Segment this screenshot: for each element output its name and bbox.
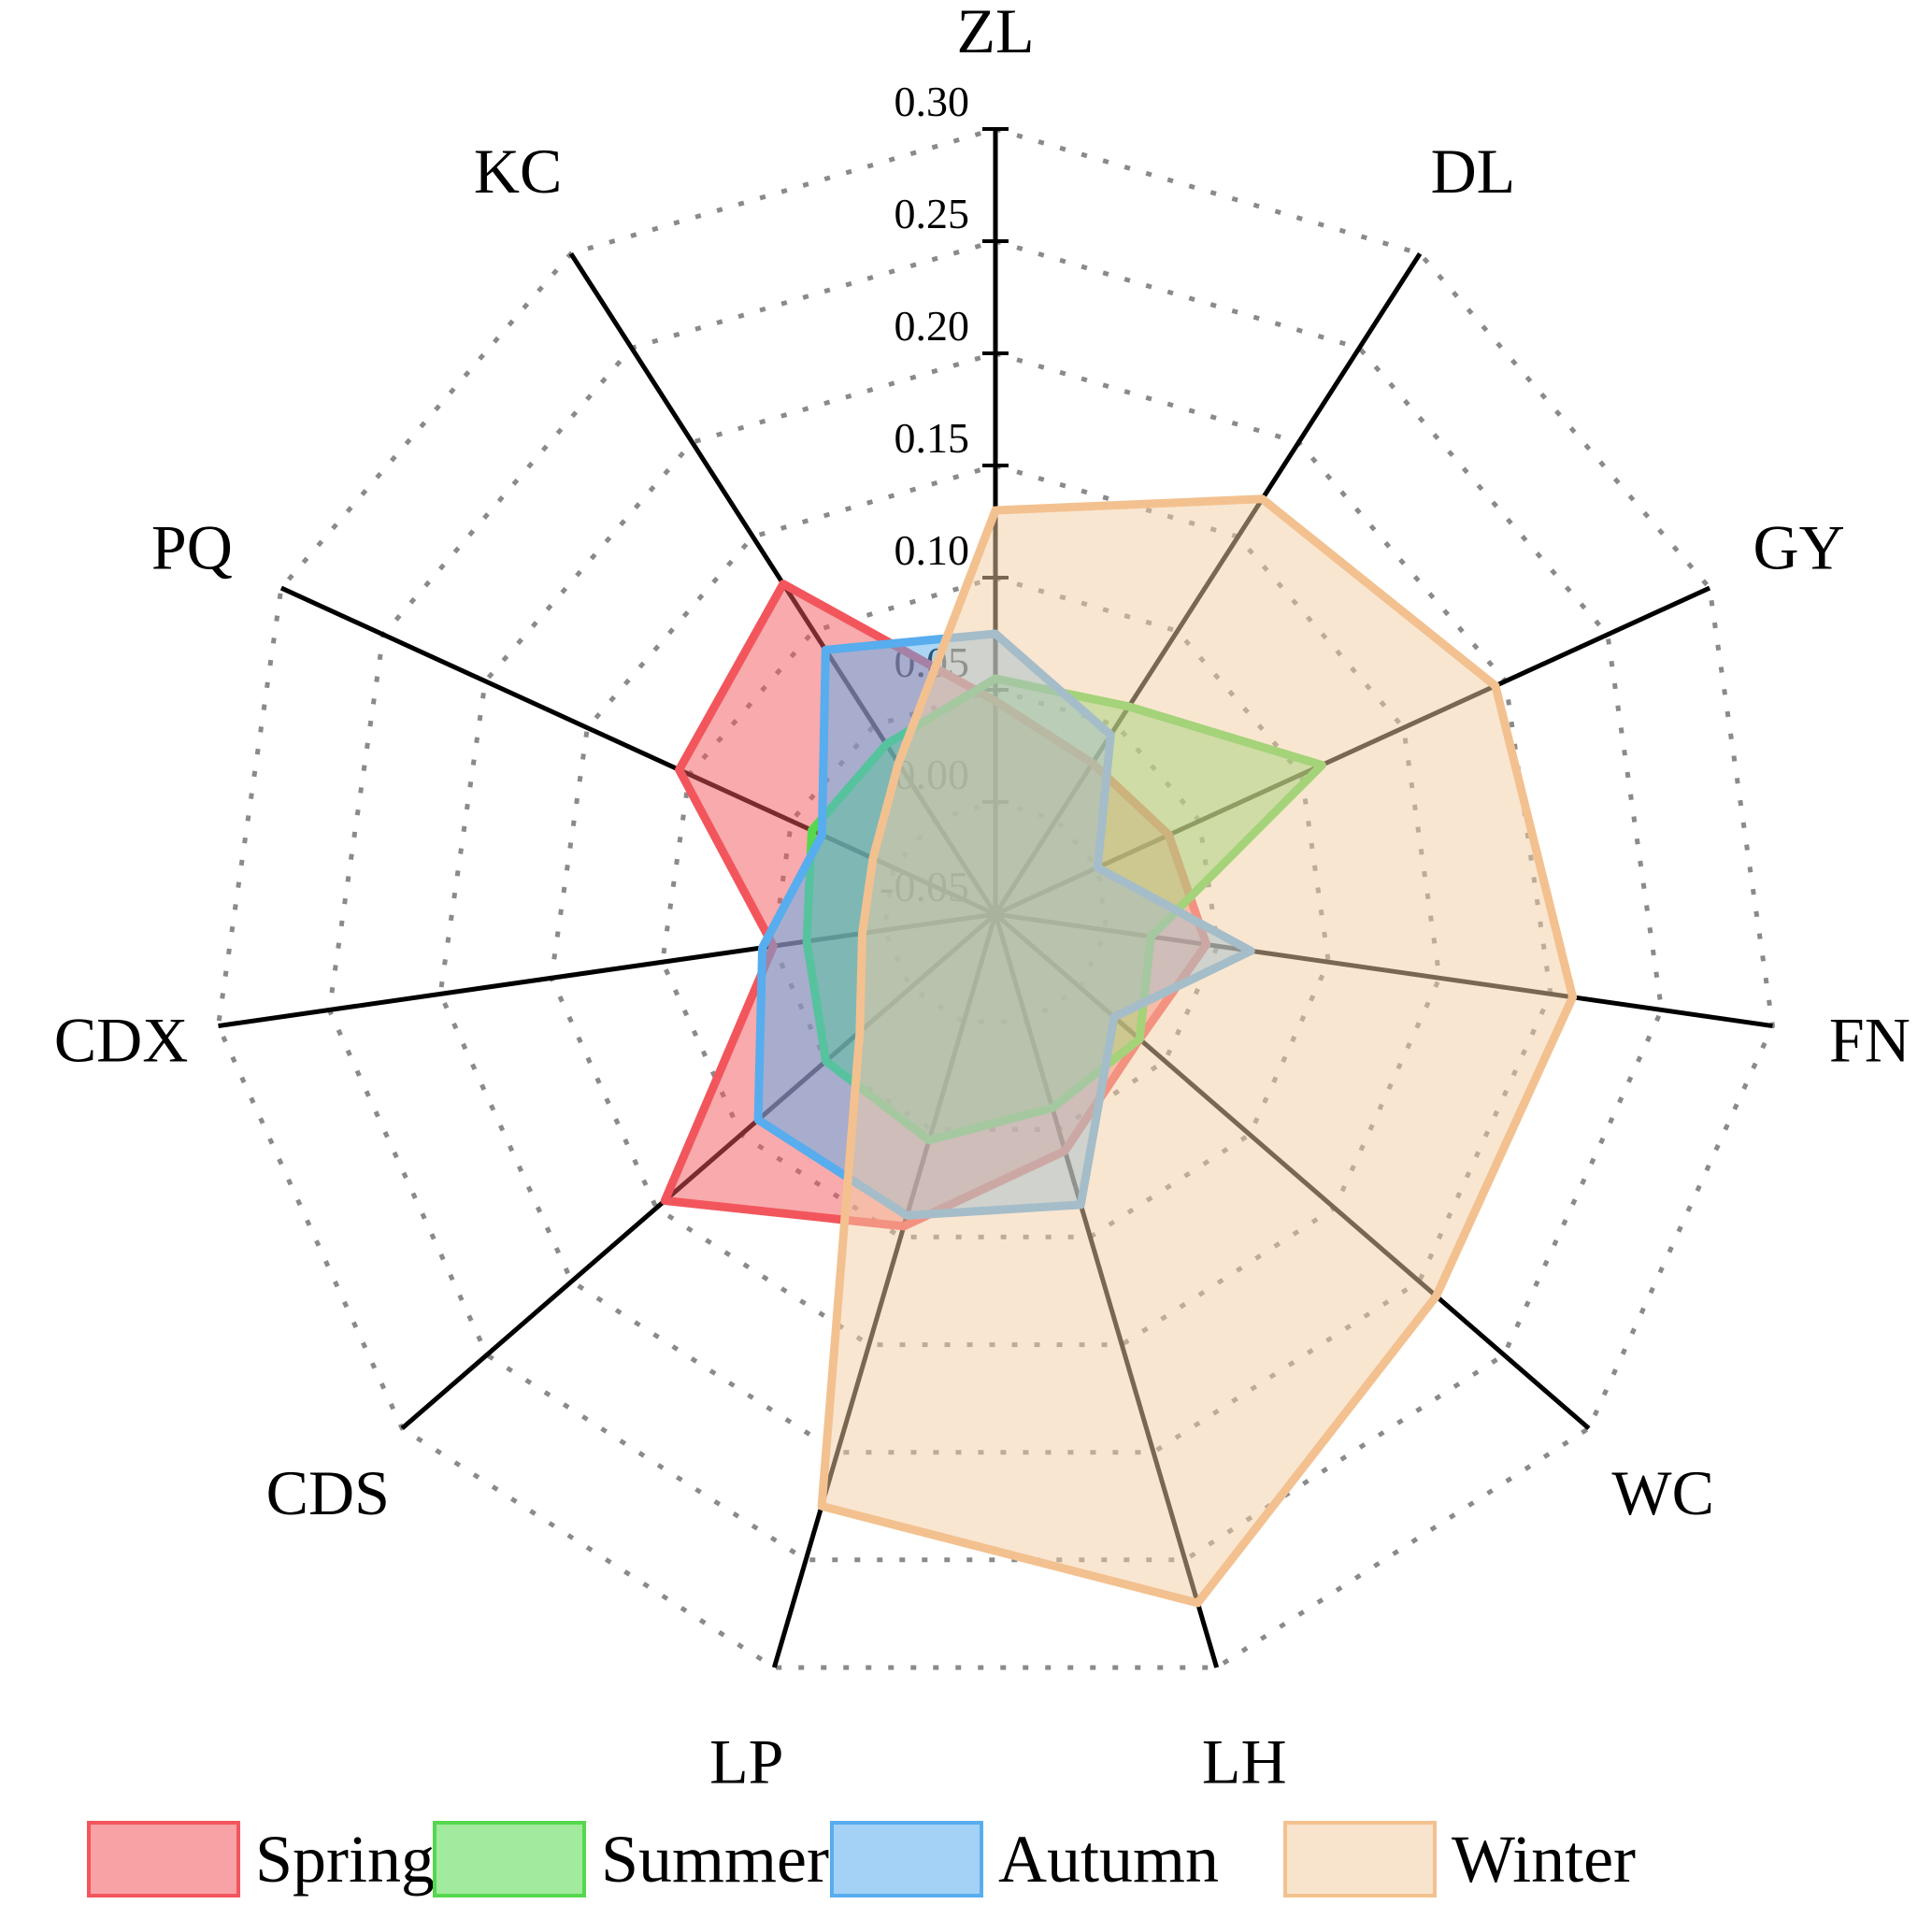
series-polygon-winter [817, 494, 1578, 1608]
axis-label-wc: WC [1611, 1457, 1714, 1528]
tick-label-0.25: 0.25 [894, 190, 970, 237]
legend-label-autumn: Autumn [998, 1822, 1219, 1897]
legend: Spring Summer Autumn Winter [87, 1821, 1636, 1898]
axis-label-zl: ZL [956, 0, 1034, 66]
series-polygons [660, 494, 1578, 1608]
legend-label-winter: Winter [1452, 1822, 1636, 1897]
legend-swatch-winter [1283, 1821, 1437, 1898]
axis-label-cds: CDS [266, 1457, 390, 1528]
axis-labels: ZL DL GY FN WC LH LP CDS CDX PQ KC [54, 0, 1911, 1797]
axis-label-lp: LP [709, 1726, 783, 1797]
axis-label-cdx: CDX [54, 1004, 189, 1075]
legend-swatch-autumn [830, 1821, 983, 1898]
legend-swatch-spring [87, 1821, 240, 1898]
axis-label-gy: GY [1753, 511, 1844, 582]
legend-label-summer: Summer [601, 1822, 829, 1897]
tick-label-0.15: 0.15 [894, 414, 970, 462]
grid-ring-0.20 [437, 351, 1553, 1455]
tick-label-0.10: 0.10 [894, 526, 970, 574]
axis-label-lh: LH [1202, 1726, 1287, 1797]
grid-ring-0.30 [215, 126, 1776, 1670]
axis-label-dl: DL [1431, 136, 1516, 207]
legend-swatch-summer [433, 1821, 586, 1898]
axis-label-fn: FN [1829, 1004, 1911, 1075]
axis-label-pq: PQ [151, 511, 233, 582]
legend-label-spring: Spring [255, 1822, 435, 1897]
tick-label-0.30: 0.30 [894, 78, 970, 125]
tick-label-0.20: 0.20 [894, 302, 970, 350]
axis-label-kc: KC [474, 136, 562, 207]
